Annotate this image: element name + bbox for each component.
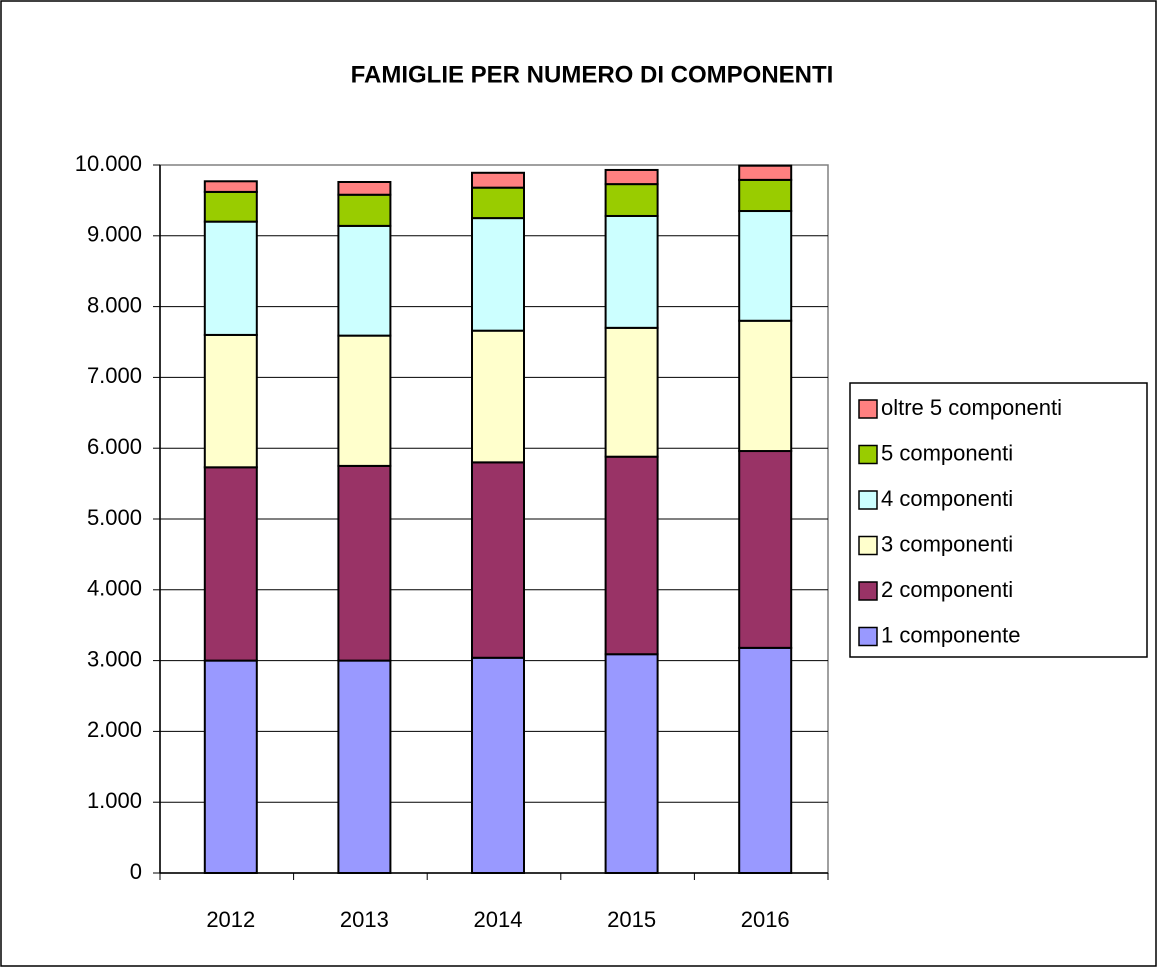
- bar-segment: [203, 333, 258, 469]
- bar-segment: [604, 455, 659, 656]
- bar-segment: [337, 334, 392, 467]
- bar-segment: [203, 190, 258, 223]
- bar-segment: [738, 164, 793, 181]
- bar-segment: [604, 183, 659, 217]
- x-tick-label: 2016: [741, 907, 790, 932]
- bar-segment: [738, 646, 793, 875]
- x-tick-label: 2012: [206, 907, 255, 932]
- y-tick-label: 5.000: [87, 505, 142, 530]
- legend-label: 3 componenti: [881, 531, 1013, 556]
- legend-swatch: [858, 535, 878, 556]
- y-tick-label: 0: [130, 859, 142, 884]
- y-tick-label: 6.000: [87, 434, 142, 459]
- y-tick-label: 3.000: [87, 646, 142, 671]
- y-tick-label: 4.000: [87, 576, 142, 601]
- x-tick-label: 2015: [607, 907, 656, 932]
- bar-segment: [337, 659, 392, 874]
- bar-segment: [471, 171, 525, 189]
- bar-segment: [203, 466, 258, 662]
- legend-label: oltre 5 componenti: [881, 395, 1062, 420]
- bar-segment: [471, 461, 525, 659]
- legend-swatch: [858, 581, 878, 601]
- bar-segment: [471, 186, 525, 220]
- bar-segment: [738, 319, 793, 453]
- legend-box: [849, 382, 1148, 658]
- y-tick-label: 9.000: [87, 222, 142, 247]
- legend-label: 1 componente: [881, 622, 1020, 647]
- x-tick-label: 2014: [474, 907, 523, 932]
- legend-label: 2 componenti: [881, 577, 1013, 602]
- bar-segment: [337, 464, 392, 662]
- bar-segment: [738, 210, 793, 322]
- bar-segment: [337, 180, 392, 196]
- y-tick-label: 10.000: [75, 151, 142, 176]
- bar-segment: [471, 329, 525, 464]
- bar-segment: [337, 193, 392, 227]
- x-tick-label: 2013: [340, 907, 389, 932]
- bar-segment: [471, 656, 525, 874]
- legend-label: 5 componenti: [881, 440, 1013, 465]
- y-tick-label: 8.000: [87, 292, 142, 317]
- y-tick-label: 2.000: [87, 717, 142, 742]
- legend-swatch: [858, 444, 878, 465]
- y-tick-label: 1.000: [87, 788, 142, 813]
- bar-segment: [471, 217, 525, 332]
- bar-segment: [738, 178, 793, 213]
- legend-swatch: [858, 399, 878, 419]
- bar-segment: [604, 214, 659, 329]
- bar-segment: [738, 450, 793, 649]
- bar-segment: [604, 326, 659, 458]
- legend-swatch: [858, 626, 878, 647]
- legend-label: 4 componenti: [881, 486, 1013, 511]
- bar-segment: [604, 653, 659, 875]
- bar-segment: [203, 180, 258, 193]
- bar-segment: [337, 224, 392, 337]
- chart-title: FAMIGLIE PER NUMERO DI COMPONENTI: [351, 61, 834, 88]
- legend-swatch: [858, 490, 878, 510]
- bar-segment: [203, 220, 258, 336]
- bar-segment: [604, 168, 659, 186]
- bar-segment: [203, 659, 258, 874]
- y-tick-label: 7.000: [87, 363, 142, 388]
